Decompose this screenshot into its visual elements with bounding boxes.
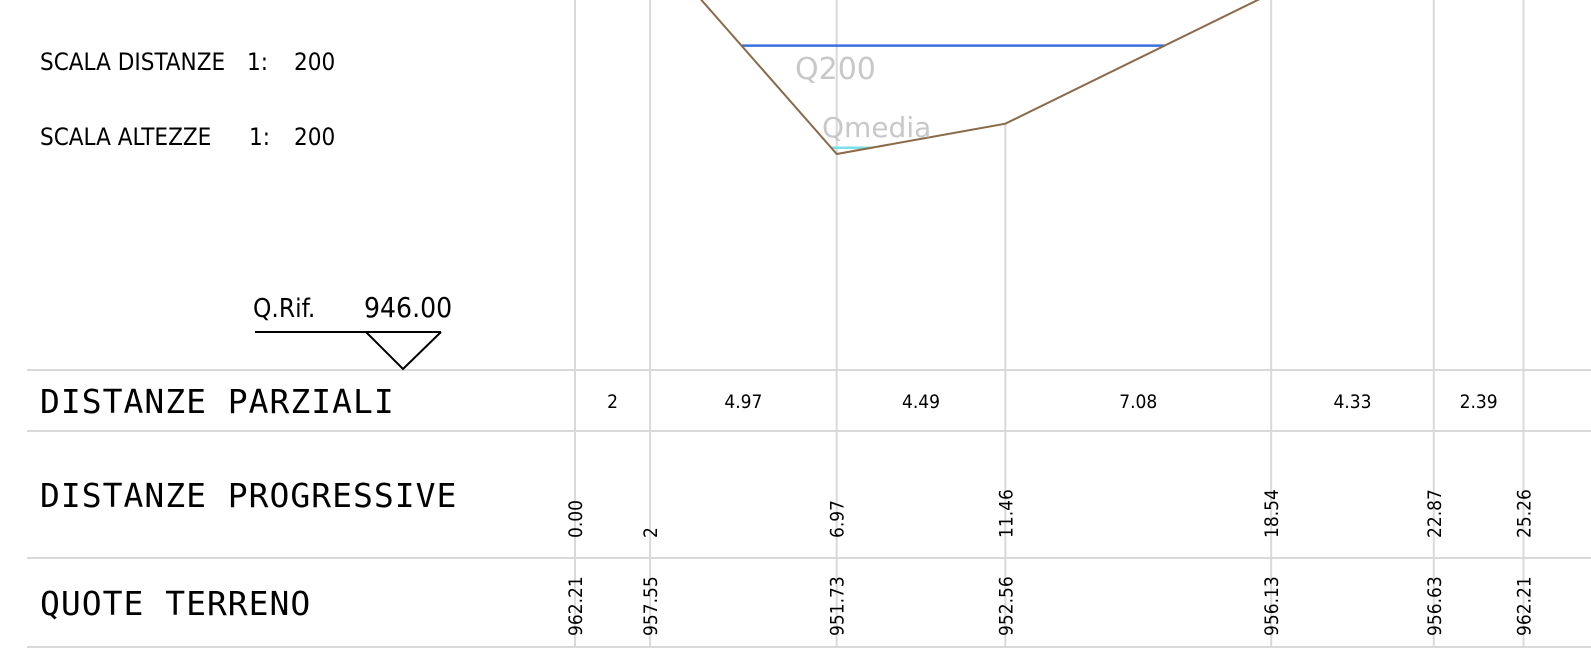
terrain-line — [700, 0, 1260, 156]
partial-distance-2: 4.49 — [902, 391, 940, 413]
ground-elevation-6: 962.21 — [1514, 576, 1536, 636]
row-label-ground-elevations: QUOTE TERRENO — [40, 584, 311, 623]
scale-heights-ratio: 1: — [249, 123, 270, 151]
ground-elevation-values: 962.21 957.55 951.73 952.56 956.13 956.63 962.… — [565, 576, 1536, 636]
progressive-distance-values: 0.00 2 6.97 11.46 18.54 22.87 25.26 — [565, 489, 1536, 538]
ground-elevation-3: 952.56 — [995, 576, 1017, 636]
terrain-profile — [700, 0, 1260, 156]
ground-elevation-2: 951.73 — [827, 576, 849, 636]
ground-elevation-4: 956.13 — [1261, 576, 1283, 636]
partial-distance-0: 2 — [607, 391, 618, 413]
water-levels — [741, 44, 1165, 150]
row-label-progressive-distances: DISTANZE PROGRESSIVE — [40, 476, 457, 515]
qmedia-label: Qmedia — [822, 111, 931, 144]
progressive-distance-6: 25.26 — [1514, 489, 1536, 538]
partial-distance-4: 4.33 — [1333, 391, 1371, 413]
reference-triangle-icon — [255, 331, 442, 371]
scale-distances-value: 200 — [294, 48, 335, 76]
partial-distance-5: 2.39 — [1460, 391, 1498, 413]
row-label-partial-distances: DISTANZE PARZIALI — [40, 382, 395, 421]
scale-distances-label: SCALA DISTANZE — [40, 48, 225, 76]
station-verticals — [574, 0, 1525, 647]
reference-value: 946.00 — [364, 291, 452, 324]
q200-label: Q200 — [795, 52, 876, 87]
ground-elevation-5: 956.63 — [1424, 576, 1446, 636]
scale-heights-label: SCALA ALTEZZE — [40, 123, 211, 151]
partial-distance-1: 4.97 — [724, 391, 762, 413]
scale-heights-value: 200 — [294, 123, 335, 151]
partial-distance-values: 2 4.97 4.49 7.08 4.33 2.39 — [607, 391, 1498, 413]
reference-label: Q.Rif. — [253, 294, 315, 324]
progressive-distance-3: 11.46 — [995, 489, 1017, 538]
progressive-distance-4: 18.54 — [1261, 489, 1283, 538]
ground-elevation-0: 962.21 — [565, 576, 587, 636]
scale-distances-ratio: 1: — [247, 48, 268, 76]
ground-elevation-1: 957.55 — [640, 576, 662, 636]
partial-distance-3: 7.08 — [1119, 391, 1157, 413]
table-grid — [27, 369, 1591, 648]
progressive-distance-1: 2 — [640, 527, 662, 538]
progressive-distance-5: 22.87 — [1424, 489, 1446, 538]
progressive-distance-0: 0.00 — [565, 500, 587, 538]
progressive-distance-2: 6.97 — [827, 500, 849, 538]
